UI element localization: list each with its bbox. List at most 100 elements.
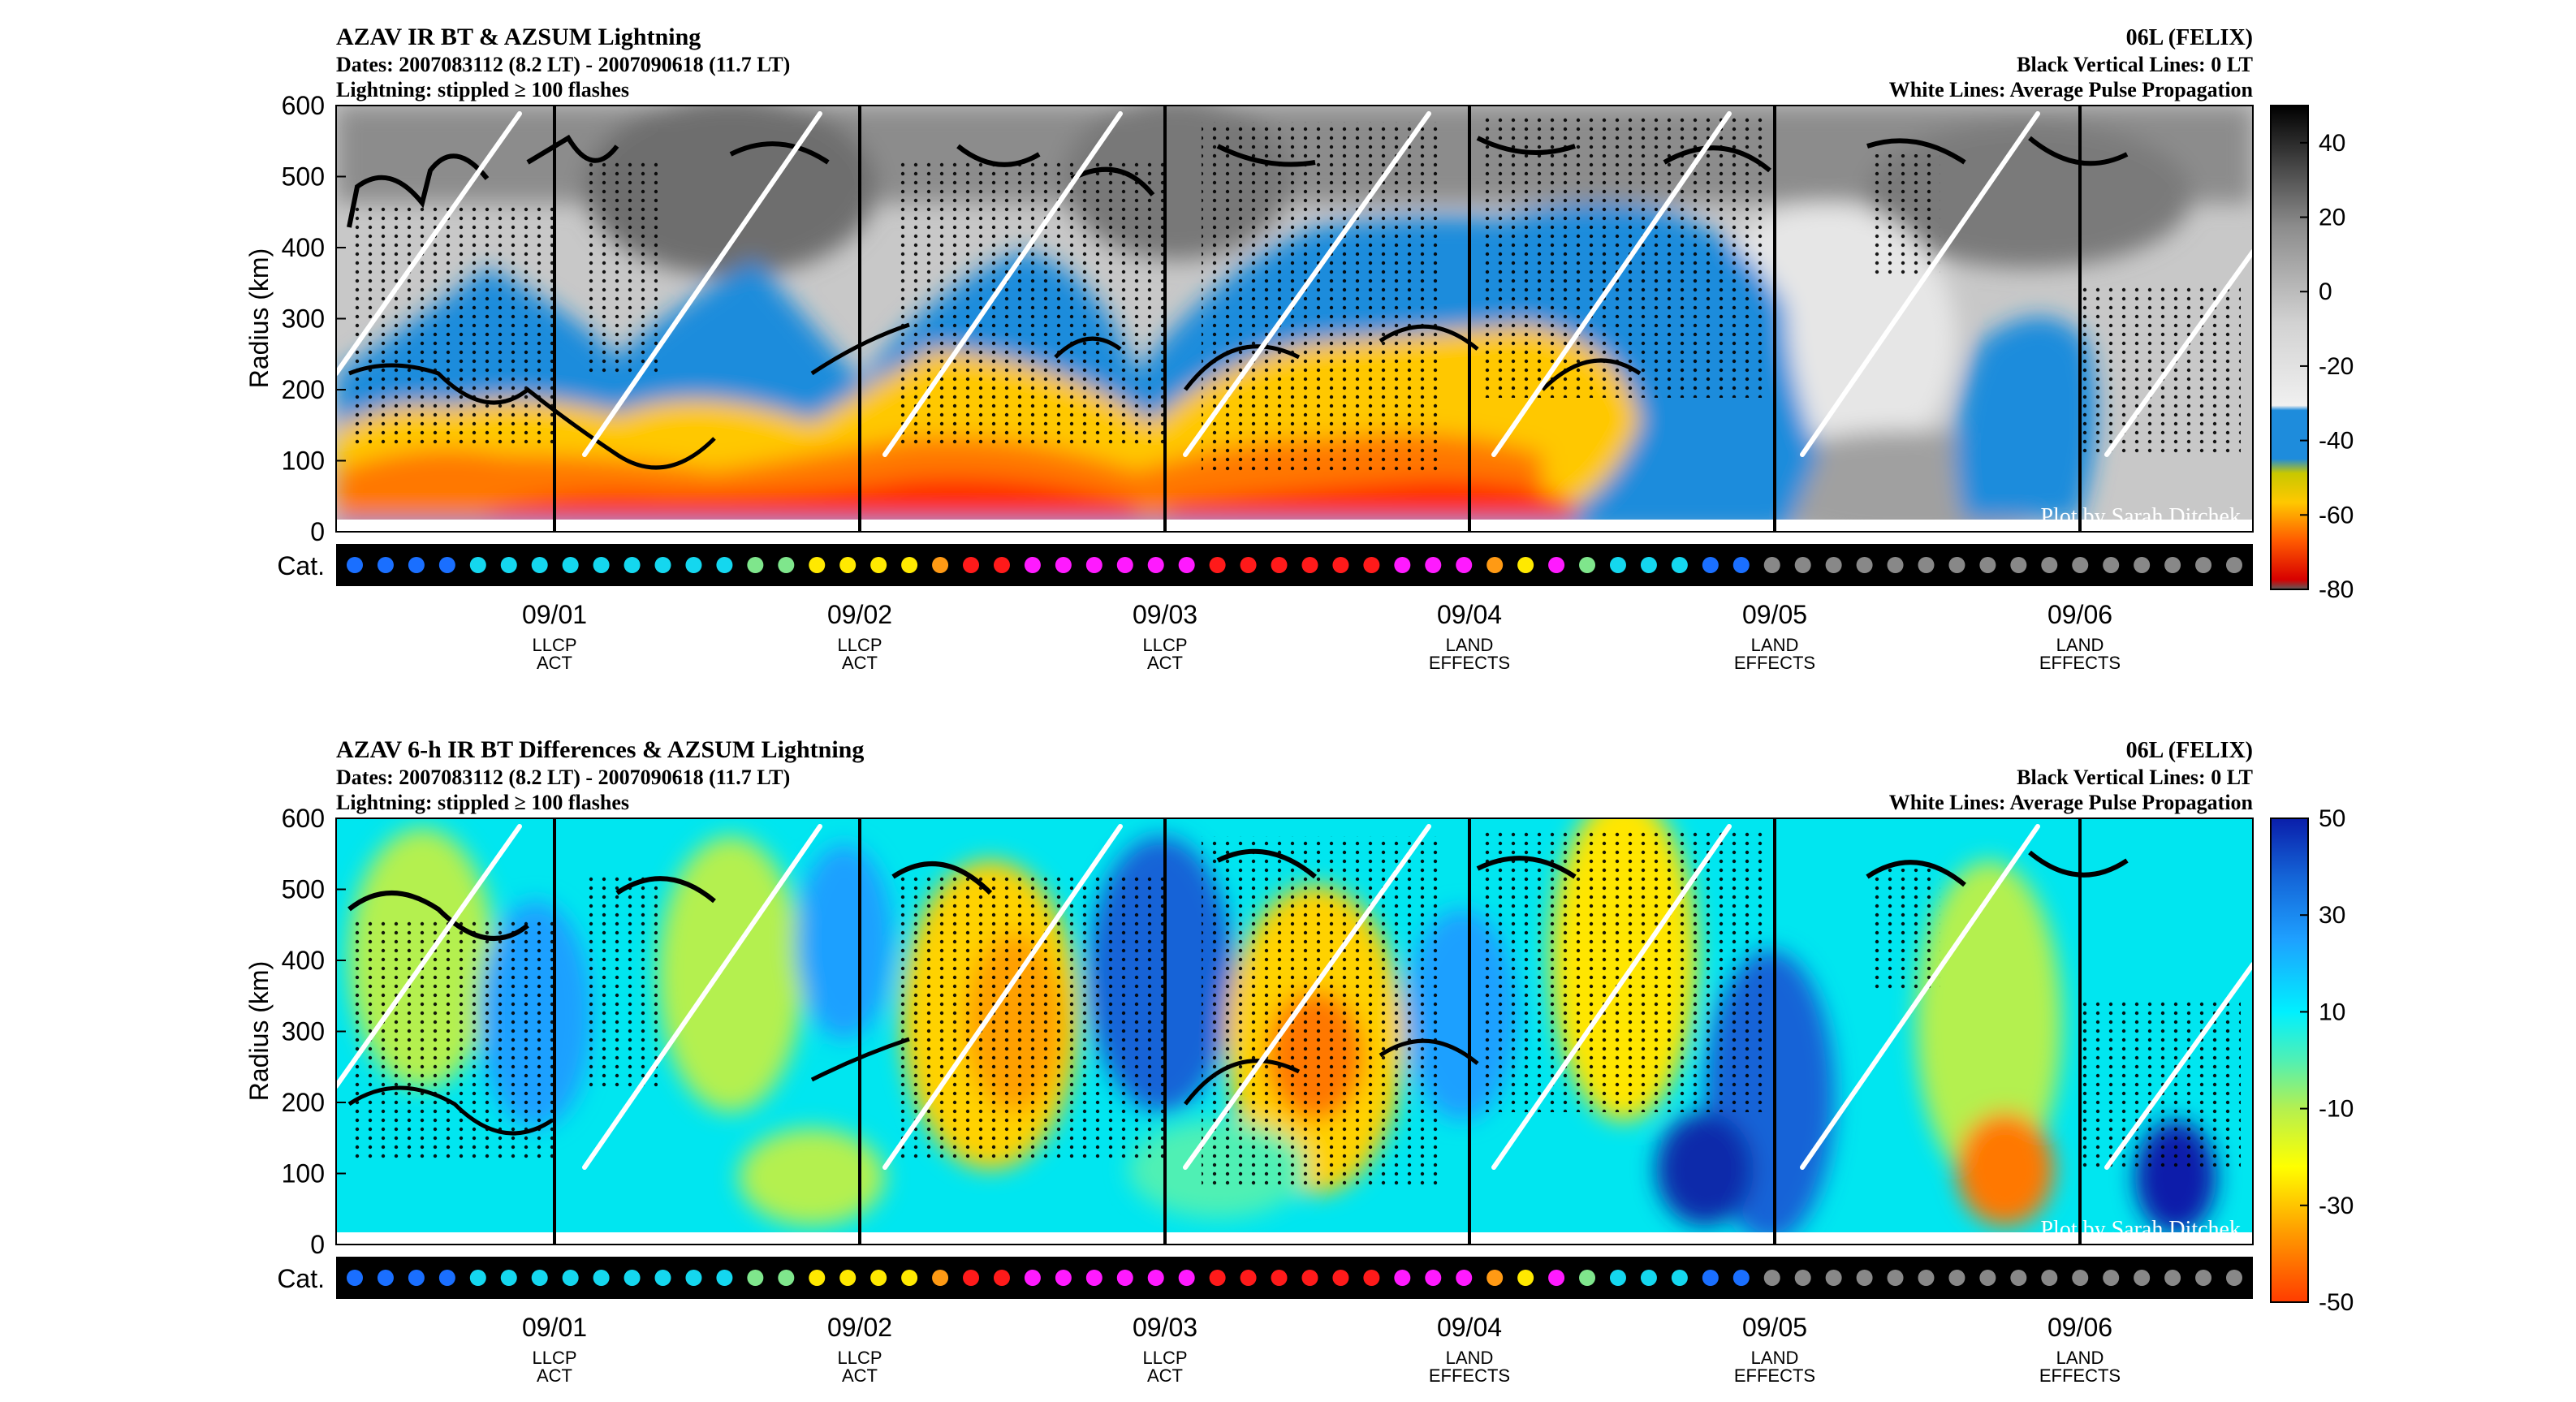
category-dot [1548,557,1565,573]
category-dot [2226,1270,2242,1286]
category-dot [685,557,702,573]
colorbar [2270,105,2309,590]
colorbar-ticks: 50 30 10 -10 -30 -50 [2300,805,2354,1316]
x-tick-date: 09/06 [2047,1313,2112,1342]
category-dot [469,1270,486,1286]
diff-field: Plot by Sarah Ditchek [336,818,2253,1245]
category-dot [1178,1270,1195,1286]
category-dot [1517,557,1534,573]
y-tick-label: 600 [282,91,325,120]
category-dot [932,557,949,573]
category-dot [870,557,887,573]
category-dot [809,1270,826,1286]
category-dot [2195,557,2212,573]
x-tick-note-line1: LAND [1446,635,1494,655]
category-dot [1763,557,1780,573]
category-dot [1271,1270,1288,1286]
category-dot [1425,1270,1442,1286]
category-dot [1702,1270,1719,1286]
category-dot [1856,1270,1873,1286]
category-dot [438,1270,455,1286]
category-dot [2195,1270,2212,1286]
category-dot [1579,1270,1596,1286]
x-tick-note-line1: LLCP [837,635,882,655]
y-tick-label: 200 [282,375,325,404]
category-dot [1609,557,1626,573]
category-dot [1332,557,1349,573]
legend-black-lines: Black Vertical Lines: 0 LT [2017,766,2253,789]
x-tick-note-line2: ACT [537,1365,572,1386]
y-tick-label: 500 [282,875,325,904]
category-dot [1887,1270,1904,1286]
category-dot [531,1270,548,1286]
y-tick-label: 400 [282,233,325,262]
category-dot [1363,1270,1380,1286]
x-tick-labels: 09/01LLCPACT09/02LLCPACT09/03LLCPACT09/0… [522,1313,2121,1386]
category-dot [562,1270,579,1286]
colorbar-tick-label: 20 [2319,205,2345,231]
category-dot [1085,557,1102,573]
x-tick-date: 09/04 [1437,600,1502,629]
colorbar-tick-label: -80 [2319,576,2354,603]
x-tick-note-line2: EFFECTS [1734,1365,1815,1386]
category-dot [2164,557,2181,573]
category-dot [2134,557,2151,573]
x-tick-date: 09/03 [1133,600,1197,629]
category-dot [1055,1270,1072,1286]
category-dot [2103,557,2120,573]
category-dot [963,1270,980,1286]
category-dot [1486,557,1504,573]
x-tick-note-line2: EFFECTS [2039,1365,2121,1386]
colorbar-tick-label: -10 [2319,1096,2354,1123]
category-dot [500,557,517,573]
category-dot [1178,557,1195,573]
category-dot [1671,557,1688,573]
category-dot [377,1270,394,1286]
category-dot [809,557,826,573]
category-dot [1301,1270,1318,1286]
x-tick-note-line2: ACT [842,1365,878,1386]
x-tick-note-line1: LLCP [1142,1348,1187,1368]
panel-title: AZAV IR BT & AZSUM Lightning [336,24,701,50]
category-dot [531,557,548,573]
panel-title: AZAV 6-h IR BT Differences & AZSUM Light… [336,736,864,763]
x-tick-date: 09/01 [522,1313,587,1342]
category-dot [500,1270,517,1286]
x-tick-note-line1: LLCP [532,635,576,655]
category-dot [1979,1270,1996,1286]
y-tick-labels: 0 100 200 300 400 500 600 [282,804,346,1259]
panel-subtitle-lightning: Lightning: stippled ≥ 100 flashes [336,78,629,101]
category-dot [624,557,641,573]
y-tick-label: 100 [282,446,325,476]
x-tick-date: 09/05 [1742,1313,1807,1342]
x-tick-date: 09/05 [1742,600,1807,629]
panel-subtitle-dates: Dates: 2007083112 (8.2 LT) - 2007090618 … [336,766,790,789]
x-tick-note-line2: EFFECTS [1734,653,1815,673]
category-dot [2103,1270,2120,1286]
category-dot [469,557,486,573]
category-dot [1240,557,1257,573]
category-dot [1794,557,1811,573]
colorbar-tick-label: -50 [2319,1289,2354,1316]
category-dot [1887,557,1904,573]
category-dot [1948,557,1965,573]
y-tick-label: 500 [282,162,325,192]
category-dot [438,557,455,573]
x-tick-note-line1: LAND [1751,1348,1799,1368]
colorbar-ticks: 40 20 0 -20 -40 -60 -80 [2300,130,2354,603]
category-dot [1271,557,1288,573]
colorbar-tick-label: -40 [2319,428,2354,455]
category-dot [1425,557,1442,573]
panel-subtitle-lightning: Lightning: stippled ≥ 100 flashes [336,791,629,814]
category-dot [2226,557,2242,573]
category-dot [2041,557,2058,573]
y-tick-labels: 0 100 200 300 400 500 600 [282,91,346,546]
y-tick-label: 0 [310,1230,325,1259]
x-tick-note-line1: LAND [2056,635,2104,655]
x-tick-note-line1: LAND [2056,1348,2104,1368]
colorbar-tick-label: -60 [2319,502,2354,528]
category-dot [2134,1270,2151,1286]
x-tick-date: 09/01 [522,600,587,629]
category-dot [2164,1270,2181,1286]
category-dot [1147,557,1164,573]
